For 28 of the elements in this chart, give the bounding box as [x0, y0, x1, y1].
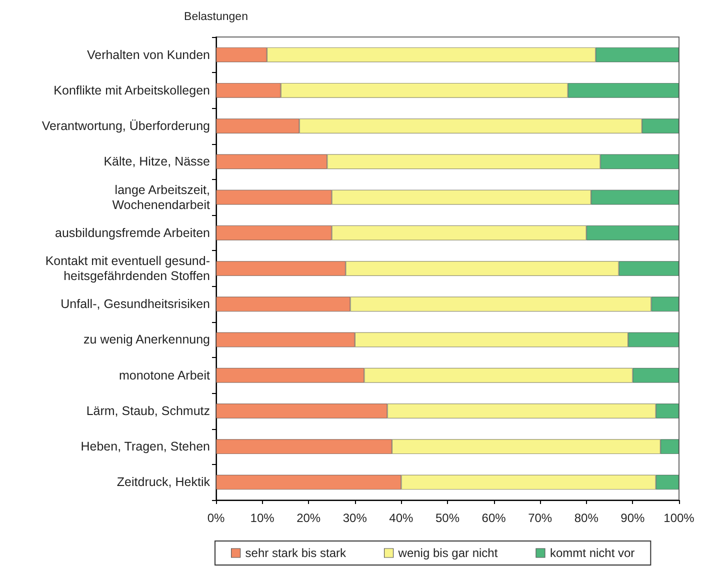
- x-tick-label: 80%: [574, 511, 599, 525]
- x-tick-label: 0%: [207, 511, 225, 525]
- y-tick-label: Verantwortung, Überforderung: [42, 119, 210, 134]
- x-tick-label: 50%: [435, 511, 460, 525]
- y-tick-label: Unfall-, Gesundheitsrisiken: [60, 297, 210, 312]
- x-tick-label: 90%: [620, 511, 646, 525]
- x-tick-label: 70%: [528, 511, 552, 525]
- y-tick-label: Konflikte mit Arbeitskollegen: [54, 83, 210, 98]
- legend-label: kommt nicht vor: [550, 546, 635, 560]
- y-axis-title: Belastungen: [184, 11, 248, 23]
- x-tick-label: 40%: [389, 511, 414, 525]
- x-tick-label: 20%: [296, 511, 321, 525]
- y-tick-label: lange Arbeitszeit, Wochenendarbeit: [112, 182, 211, 212]
- legend-label: wenig bis gar nicht: [397, 546, 498, 560]
- y-tick-label: ausbildungsfremde Arbeiten: [55, 226, 210, 240]
- legend-label: sehr stark bis stark: [245, 546, 347, 560]
- y-tick-label: Lärm, Staub, Schmutz: [86, 404, 210, 418]
- y-tick-label: Kontakt mit eventuell gesund- heitsgefährdenden Stoffen: [45, 254, 210, 283]
- y-tick-label: Verhalten von Kunden: [86, 48, 210, 62]
- y-tick-label: Kälte, Hitze, Nässe: [104, 154, 210, 169]
- y-tick-label: Heben, Tragen, Stehen: [80, 440, 210, 454]
- y-tick-label: zu wenig Anerkennung: [84, 332, 210, 347]
- x-tick-label: 10%: [250, 511, 275, 525]
- x-tick-label: 30%: [342, 511, 368, 525]
- y-tick-label: Zeitdruck, Hektik: [116, 475, 211, 490]
- x-tick-label: 60%: [482, 511, 506, 525]
- y-tick-label: monotone Arbeit: [118, 368, 211, 382]
- x-tick-label: 100%: [664, 511, 695, 525]
